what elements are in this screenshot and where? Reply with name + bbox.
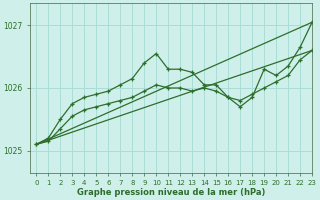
X-axis label: Graphe pression niveau de la mer (hPa): Graphe pression niveau de la mer (hPa) xyxy=(77,188,265,197)
